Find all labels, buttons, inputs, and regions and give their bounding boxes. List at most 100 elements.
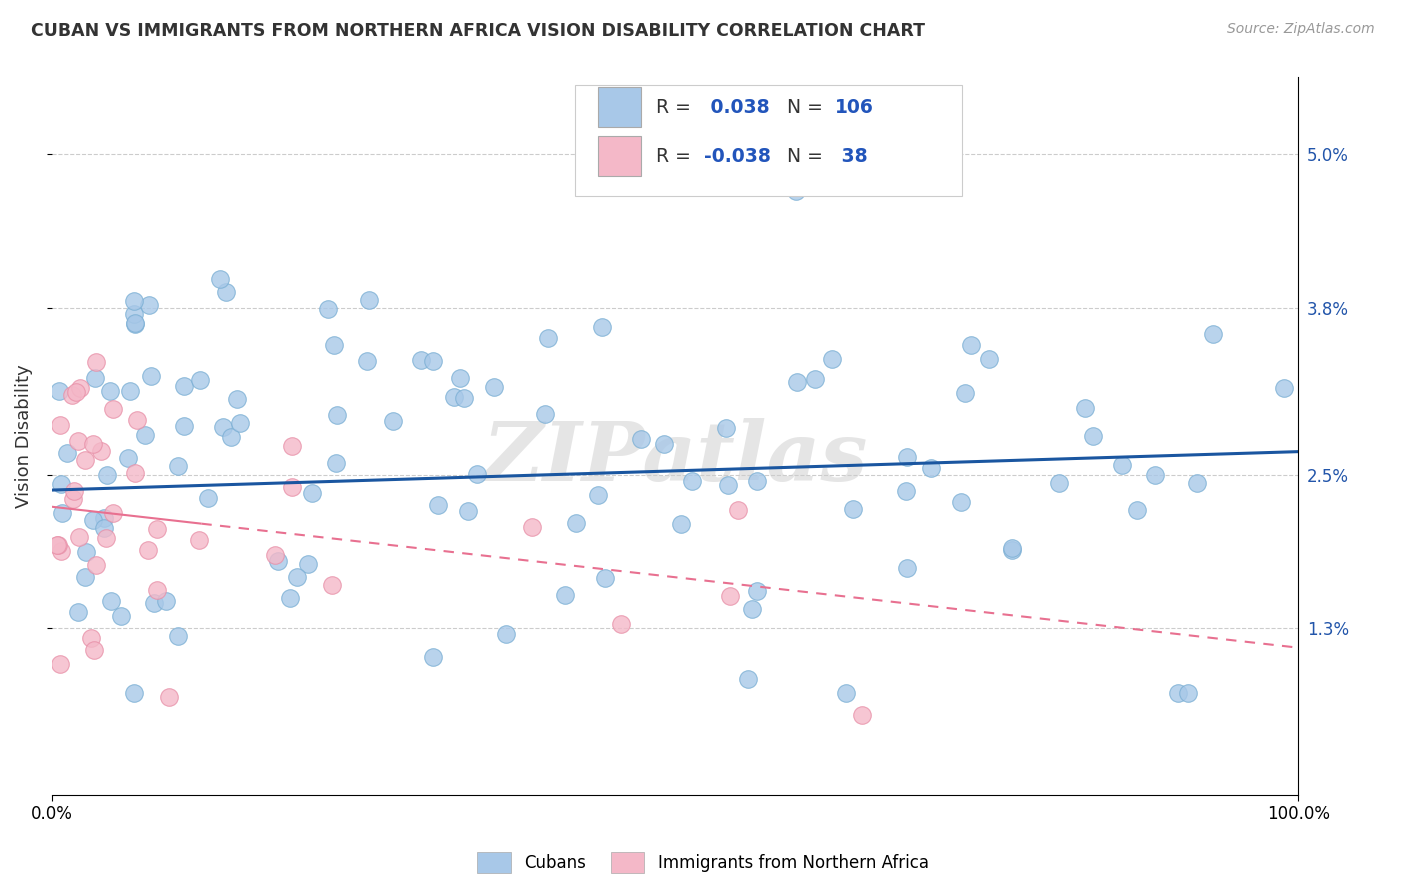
Point xyxy=(49,418,72,433)
Point xyxy=(188,533,211,548)
Point xyxy=(122,685,145,699)
Point xyxy=(842,502,865,516)
Point xyxy=(173,379,195,393)
Point xyxy=(427,499,450,513)
Point xyxy=(138,298,160,312)
Point xyxy=(1001,541,1024,555)
Point xyxy=(209,272,232,286)
Point xyxy=(155,594,177,608)
Point xyxy=(124,466,146,480)
Point xyxy=(467,467,489,482)
Point xyxy=(48,384,70,398)
Text: R =: R = xyxy=(657,97,697,117)
Point xyxy=(229,416,252,430)
Point xyxy=(100,594,122,608)
Point xyxy=(82,513,104,527)
Point xyxy=(67,434,90,449)
Point xyxy=(727,502,749,516)
Point xyxy=(443,390,465,404)
Point xyxy=(586,488,609,502)
Point xyxy=(285,569,308,583)
Point xyxy=(610,617,633,632)
Point xyxy=(977,351,1000,366)
Point xyxy=(326,408,349,422)
Text: N =: N = xyxy=(775,97,828,117)
Point xyxy=(146,522,169,536)
Point xyxy=(301,485,323,500)
Point xyxy=(741,602,763,616)
Point xyxy=(955,385,977,400)
Point xyxy=(264,548,287,562)
Point xyxy=(167,629,190,643)
Point xyxy=(453,391,475,405)
Point xyxy=(835,685,858,699)
Point xyxy=(146,582,169,597)
Point xyxy=(281,480,304,494)
Text: 106: 106 xyxy=(835,97,873,117)
Point xyxy=(381,414,404,428)
Point xyxy=(1001,543,1024,558)
Point xyxy=(851,707,873,722)
Point xyxy=(51,544,73,558)
Text: R =: R = xyxy=(657,146,697,166)
Point xyxy=(316,302,339,317)
Point xyxy=(714,421,737,435)
Point xyxy=(323,337,346,351)
Point xyxy=(65,384,87,399)
Point xyxy=(281,439,304,453)
Point xyxy=(1272,381,1295,395)
Point xyxy=(60,388,83,402)
Point xyxy=(565,516,588,530)
Point xyxy=(325,457,347,471)
Point xyxy=(786,376,808,390)
Point xyxy=(745,474,768,488)
Point xyxy=(94,531,117,545)
Point xyxy=(1167,685,1189,699)
Point xyxy=(534,407,557,421)
Point xyxy=(422,353,444,368)
Point xyxy=(591,320,613,334)
Point xyxy=(90,443,112,458)
Point xyxy=(357,293,380,307)
Point xyxy=(297,557,319,571)
Point xyxy=(122,307,145,321)
Point xyxy=(920,460,942,475)
Point xyxy=(520,520,543,534)
Point xyxy=(93,520,115,534)
Point xyxy=(449,371,471,385)
Point xyxy=(124,294,146,309)
Text: CUBAN VS IMMIGRANTS FROM NORTHERN AFRICA VISION DISABILITY CORRELATION CHART: CUBAN VS IMMIGRANTS FROM NORTHERN AFRICA… xyxy=(31,22,925,40)
Text: Source: ZipAtlas.com: Source: ZipAtlas.com xyxy=(1227,22,1375,37)
Point xyxy=(86,355,108,369)
Point xyxy=(215,285,238,300)
Point xyxy=(896,560,918,574)
Y-axis label: Vision Disability: Vision Disability xyxy=(15,364,32,508)
FancyBboxPatch shape xyxy=(598,136,641,176)
Point xyxy=(117,451,139,466)
Point xyxy=(139,369,162,384)
Point xyxy=(75,453,97,467)
Point xyxy=(142,596,165,610)
Point xyxy=(267,553,290,567)
Point xyxy=(409,353,432,368)
Point xyxy=(46,538,69,552)
Point xyxy=(669,516,692,531)
Point xyxy=(157,690,180,705)
Point xyxy=(118,384,141,399)
Point xyxy=(949,495,972,509)
Point xyxy=(219,430,242,444)
Point xyxy=(49,657,72,671)
Point xyxy=(188,373,211,387)
Point xyxy=(804,371,827,385)
Point xyxy=(66,605,89,619)
Point xyxy=(537,331,560,345)
Point xyxy=(1143,468,1166,483)
Point xyxy=(1111,458,1133,473)
Point xyxy=(134,427,156,442)
Point xyxy=(110,609,132,624)
Text: ZIPatlas: ZIPatlas xyxy=(482,417,868,498)
Point xyxy=(820,352,842,367)
Point xyxy=(747,583,769,598)
Text: 38: 38 xyxy=(835,146,868,166)
Point xyxy=(1047,475,1070,490)
